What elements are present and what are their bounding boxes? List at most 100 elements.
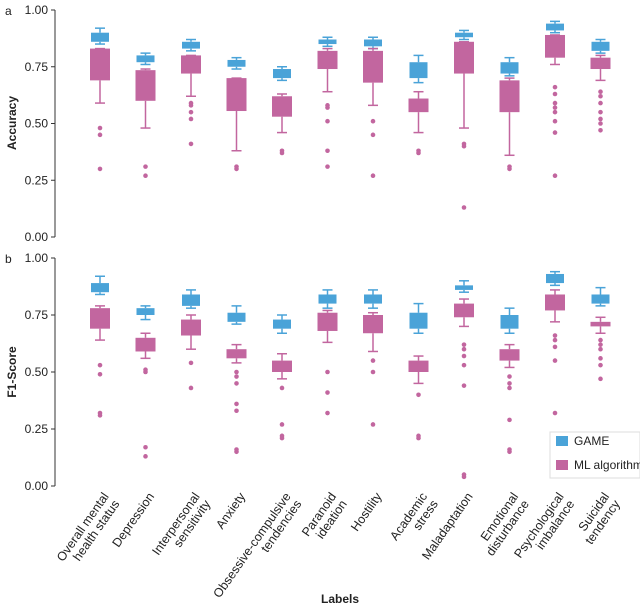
outlier [188,103,194,108]
outlier [461,383,467,388]
box [181,319,201,336]
y-tick-label: 0.25 [25,422,49,436]
box [409,62,428,79]
outlier [552,337,558,343]
outlier [552,100,558,106]
outlier [143,369,148,375]
y-tick-label: 0.75 [25,308,49,322]
x-tick-label: Anxiety [213,489,248,531]
y-tick-label: 1.00 [25,251,49,265]
outlier [598,337,603,343]
outlier [507,417,512,423]
outlier [143,454,148,459]
box [182,41,200,49]
outlier [370,422,376,427]
outlier [97,132,103,138]
box [455,285,473,290]
box [455,32,473,38]
box [318,294,337,304]
box [591,41,610,51]
outlier [234,449,239,455]
outlier [507,381,512,386]
box [364,39,382,47]
box [591,294,610,304]
y-tick-label: 0.50 [25,365,49,379]
outlier [234,374,239,379]
outlier [234,381,239,386]
y-tick-label: 0.00 [25,230,49,244]
outlier [416,150,421,156]
outlier [552,118,558,124]
outlier [143,444,148,450]
outlier [552,358,558,363]
box [545,34,565,58]
outlier [370,369,376,375]
box [408,360,429,372]
outlier [461,143,467,149]
outlier [325,369,330,375]
outlier [598,356,603,361]
box [409,312,428,329]
outlier [552,91,558,97]
y-tick-label: 1.00 [25,3,49,17]
outlier [552,173,558,179]
outlier [552,130,558,135]
box [181,55,201,74]
outlier [416,392,421,398]
x-tick-label-line: Obsessive-compulsive [211,490,294,600]
box [317,312,338,331]
outlier [188,109,194,115]
box [499,80,520,113]
outlier [507,166,512,172]
outlier [507,449,512,455]
outlier [552,109,558,115]
y-axis-label: F1-Score [5,346,19,398]
box [273,69,291,79]
box [317,50,338,70]
panel-label: a [5,4,12,18]
box [590,321,611,327]
outlier [598,93,603,99]
outlier [507,374,512,379]
outlier [598,100,603,106]
x-tick-label: Hostility [348,489,385,533]
box [272,360,292,372]
outlier [416,435,421,441]
box [499,349,520,361]
outlier [598,346,603,352]
box [227,59,246,67]
outlier [598,89,603,95]
outlier [188,116,194,122]
outlier [598,109,603,115]
outlier [234,166,239,172]
box [91,283,109,293]
outlier [461,342,467,347]
outlier [552,84,558,90]
panel-label: b [5,252,12,266]
legend-swatch [556,436,568,446]
outlier [97,413,103,418]
outlier [461,362,467,368]
outlier [598,376,603,382]
outlier [188,385,194,391]
outlier [461,205,467,210]
outlier [598,342,603,347]
x-tick-label-line: Depression [109,490,157,550]
outlier [143,173,148,179]
outlier [552,105,558,110]
x-tick-label: Suicidaltendency [572,489,624,547]
outlier [552,344,558,350]
box [454,303,474,318]
box [90,48,110,81]
outlier [598,128,603,133]
box [226,349,247,359]
outlier [234,369,239,375]
outlier [279,385,285,391]
outlier [325,118,330,124]
outlier [598,121,603,126]
box [182,294,200,306]
y-tick-label: 0.50 [25,117,49,131]
outlier [143,164,148,169]
box [318,39,337,45]
